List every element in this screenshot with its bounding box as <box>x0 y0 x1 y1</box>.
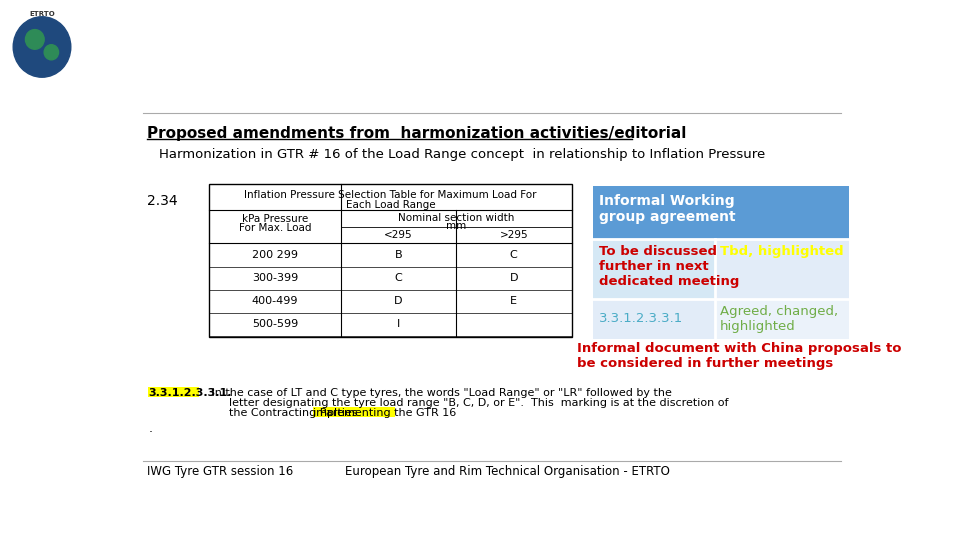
Text: I: I <box>396 319 400 329</box>
Bar <box>592 239 715 299</box>
Text: Informal Working
group agreement: Informal Working group agreement <box>599 194 735 224</box>
Text: Each Load Range: Each Load Range <box>346 200 435 210</box>
Text: kPa Pressure: kPa Pressure <box>242 214 308 224</box>
Circle shape <box>13 17 71 77</box>
Text: IWG Tyre GTR session 16: IWG Tyre GTR session 16 <box>147 465 294 478</box>
Text: 400-499: 400-499 <box>252 296 299 306</box>
Text: B: B <box>395 250 402 260</box>
Text: Proposed amendments from  harmonization activities/editorial: Proposed amendments from harmonization a… <box>147 126 686 141</box>
Bar <box>592 299 715 339</box>
Bar <box>313 408 395 417</box>
Text: Agreed, changed,
highlighted: Agreed, changed, highlighted <box>720 305 838 333</box>
Text: Tbd, highlighted: Tbd, highlighted <box>720 245 844 258</box>
Text: the Contracting Parties: the Contracting Parties <box>201 408 361 418</box>
Text: implementing the GTR 16: implementing the GTR 16 <box>313 408 457 418</box>
Bar <box>715 239 849 299</box>
Text: 3.3.1.2.3.3.1.: 3.3.1.2.3.3.1. <box>149 388 232 398</box>
Bar <box>592 186 849 239</box>
Text: In the case of LT and C type tyres, the words "Load Range" or "LR" followed by t: In the case of LT and C type tyres, the … <box>201 388 671 398</box>
Text: Informal document with China proposals to
be considered in further meetings: Informal document with China proposals t… <box>577 342 901 370</box>
Text: 2.34: 2.34 <box>147 194 178 208</box>
Text: Inflation Pressure Selection Table for Maximum Load For: Inflation Pressure Selection Table for M… <box>244 190 537 200</box>
Text: C: C <box>395 273 402 283</box>
Text: 300-399: 300-399 <box>252 273 299 283</box>
Text: mm: mm <box>446 221 467 231</box>
Text: D: D <box>394 296 402 306</box>
Text: letter designating the tyre load range "B, C, D, or E".  This  marking is at the: letter designating the tyre load range "… <box>201 398 728 408</box>
Text: European Tyre and Rim Technical Organisation - ETRTO: European Tyre and Rim Technical Organisa… <box>345 465 670 478</box>
Text: .: . <box>149 422 153 435</box>
Text: To be discussed
further in next
dedicated meeting: To be discussed further in next dedicate… <box>599 245 739 288</box>
Circle shape <box>25 30 44 49</box>
Text: Harmonization in GTR # 16 of the Load Range concept  in relationship to Inflatio: Harmonization in GTR # 16 of the Load Ra… <box>158 148 765 161</box>
Bar <box>209 184 572 336</box>
Bar <box>715 299 849 339</box>
Text: Nominal section width: Nominal section width <box>398 213 515 222</box>
Text: For Max. Load: For Max. Load <box>239 224 311 233</box>
Text: E: E <box>510 296 517 306</box>
Text: ETRTO: ETRTO <box>29 11 55 17</box>
Text: C: C <box>510 250 517 260</box>
Bar <box>148 387 199 397</box>
Text: 500-599: 500-599 <box>252 319 299 329</box>
Text: >295: >295 <box>499 230 528 240</box>
Text: D: D <box>510 273 518 283</box>
Text: <295: <295 <box>384 230 413 240</box>
Circle shape <box>44 45 59 60</box>
Text: 3.3.1.2.3.3.1: 3.3.1.2.3.3.1 <box>599 313 684 326</box>
Text: 200 299: 200 299 <box>252 250 298 260</box>
